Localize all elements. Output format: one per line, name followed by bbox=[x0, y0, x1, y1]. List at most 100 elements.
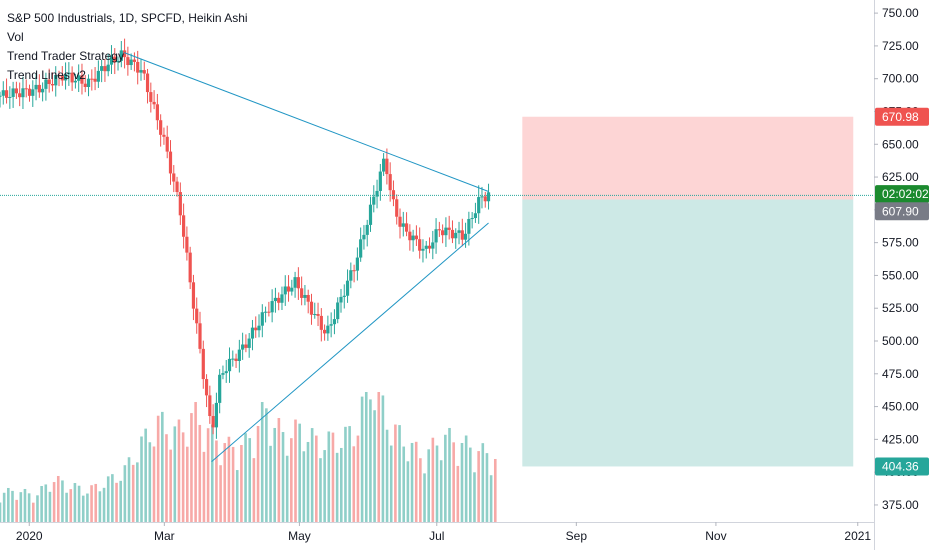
candle-body[interactable] bbox=[316, 314, 320, 316]
candle-body[interactable] bbox=[86, 78, 91, 87]
candle-body[interactable] bbox=[431, 242, 435, 249]
candle-body[interactable] bbox=[31, 89, 35, 96]
volume-bar[interactable] bbox=[131, 464, 135, 522]
candle-body[interactable] bbox=[70, 72, 74, 83]
candle-body[interactable] bbox=[234, 358, 238, 361]
volume-bar[interactable] bbox=[460, 442, 464, 522]
candle-body[interactable] bbox=[182, 215, 186, 237]
volume-bar[interactable] bbox=[165, 434, 168, 522]
candle-body[interactable] bbox=[224, 371, 228, 374]
candle-body[interactable] bbox=[447, 227, 451, 230]
candle-body[interactable] bbox=[191, 282, 196, 309]
candle-body[interactable] bbox=[444, 227, 448, 236]
volume-bar[interactable] bbox=[77, 485, 81, 522]
volume-bar[interactable] bbox=[360, 396, 364, 522]
candle-body[interactable] bbox=[375, 190, 379, 197]
candle-body[interactable] bbox=[103, 66, 107, 72]
candle-body[interactable] bbox=[67, 72, 71, 75]
candle-body[interactable] bbox=[159, 120, 163, 135]
volume-bar[interactable] bbox=[285, 455, 289, 522]
candle-body[interactable] bbox=[385, 158, 389, 175]
volume-bar[interactable] bbox=[335, 452, 339, 522]
volume-bar[interactable] bbox=[36, 495, 39, 522]
volume-bar[interactable] bbox=[140, 436, 143, 522]
candle-body[interactable] bbox=[254, 327, 258, 331]
volume-bar[interactable] bbox=[11, 490, 14, 522]
volume-bar[interactable] bbox=[173, 426, 177, 522]
volume-bar[interactable] bbox=[102, 487, 106, 522]
volume-bar[interactable] bbox=[260, 402, 264, 522]
volume-bar[interactable] bbox=[48, 491, 52, 522]
volume-bar[interactable] bbox=[136, 462, 139, 522]
volume-bar[interactable] bbox=[381, 395, 385, 522]
volume-bar[interactable] bbox=[44, 484, 48, 522]
candle-body[interactable] bbox=[54, 74, 58, 86]
candle-body[interactable] bbox=[241, 344, 245, 350]
volume-bar[interactable] bbox=[0, 502, 2, 523]
candle-body[interactable] bbox=[303, 294, 307, 298]
candle-body[interactable] bbox=[109, 56, 114, 65]
candle-body[interactable] bbox=[414, 235, 419, 240]
stop-price-tag-bg[interactable] bbox=[875, 107, 929, 126]
candle-body[interactable] bbox=[300, 288, 304, 298]
volume-bar[interactable] bbox=[352, 446, 356, 522]
volume-bar[interactable] bbox=[310, 428, 314, 522]
candle-body[interactable] bbox=[473, 213, 478, 219]
volume-bar[interactable] bbox=[194, 402, 197, 522]
candle-body[interactable] bbox=[309, 301, 314, 315]
candle-body[interactable] bbox=[18, 93, 22, 98]
candle-body[interactable] bbox=[60, 75, 64, 81]
candle-body[interactable] bbox=[424, 245, 428, 249]
candle-body[interactable] bbox=[477, 197, 481, 214]
volume-bar[interactable] bbox=[444, 434, 447, 522]
candle-body[interactable] bbox=[437, 229, 441, 231]
volume-bar[interactable] bbox=[448, 427, 451, 522]
candle-body[interactable] bbox=[47, 79, 51, 85]
volume-bar[interactable] bbox=[156, 415, 160, 522]
volume-bar[interactable] bbox=[265, 408, 268, 522]
candle-body[interactable] bbox=[408, 231, 412, 241]
candle-body[interactable] bbox=[395, 199, 399, 217]
candle-body[interactable] bbox=[21, 88, 25, 98]
volume-bar[interactable] bbox=[323, 450, 326, 522]
candle-body[interactable] bbox=[339, 296, 343, 303]
candle-body[interactable] bbox=[11, 88, 15, 97]
candle-body[interactable] bbox=[116, 60, 120, 63]
volume-bar[interactable] bbox=[481, 443, 485, 522]
candle-body[interactable] bbox=[100, 66, 104, 71]
candle-body[interactable] bbox=[63, 74, 68, 81]
candle-body[interactable] bbox=[362, 234, 366, 240]
volume-bar[interactable] bbox=[19, 492, 23, 522]
volume-bar[interactable] bbox=[210, 424, 214, 522]
volume-bar[interactable] bbox=[385, 429, 389, 522]
candle-body[interactable] bbox=[257, 325, 261, 331]
volume-bar[interactable] bbox=[31, 502, 35, 522]
candle-body[interactable] bbox=[50, 84, 55, 86]
candle-body[interactable] bbox=[277, 297, 281, 303]
volume-bar[interactable] bbox=[431, 437, 435, 522]
candle-body[interactable] bbox=[0, 95, 2, 97]
volume-bar[interactable] bbox=[344, 426, 347, 522]
legend-trendlines[interactable]: Trend Lines v2 bbox=[7, 68, 86, 82]
entry-price-tag-bg[interactable] bbox=[875, 202, 929, 221]
candle-body[interactable] bbox=[378, 171, 382, 191]
candle-body[interactable] bbox=[319, 315, 323, 330]
volume-bar[interactable] bbox=[65, 492, 68, 522]
volume-bar[interactable] bbox=[198, 424, 202, 522]
volume-bar[interactable] bbox=[52, 482, 56, 522]
volume-bar[interactable] bbox=[298, 423, 301, 522]
candle-body[interactable] bbox=[418, 239, 422, 251]
candle-body[interactable] bbox=[388, 174, 392, 191]
candle-body[interactable] bbox=[175, 181, 179, 193]
volume-bar[interactable] bbox=[248, 438, 252, 522]
candle-body[interactable] bbox=[398, 216, 402, 227]
candle-body[interactable] bbox=[336, 302, 340, 320]
candle-body[interactable] bbox=[113, 56, 117, 63]
volume-bar[interactable] bbox=[256, 425, 260, 522]
volume-bar[interactable] bbox=[115, 482, 118, 522]
volume-bar[interactable] bbox=[177, 419, 181, 522]
volume-bar[interactable] bbox=[456, 465, 460, 522]
candle-body[interactable] bbox=[352, 270, 356, 272]
candle-body[interactable] bbox=[152, 101, 156, 105]
candle-body[interactable] bbox=[345, 280, 350, 296]
